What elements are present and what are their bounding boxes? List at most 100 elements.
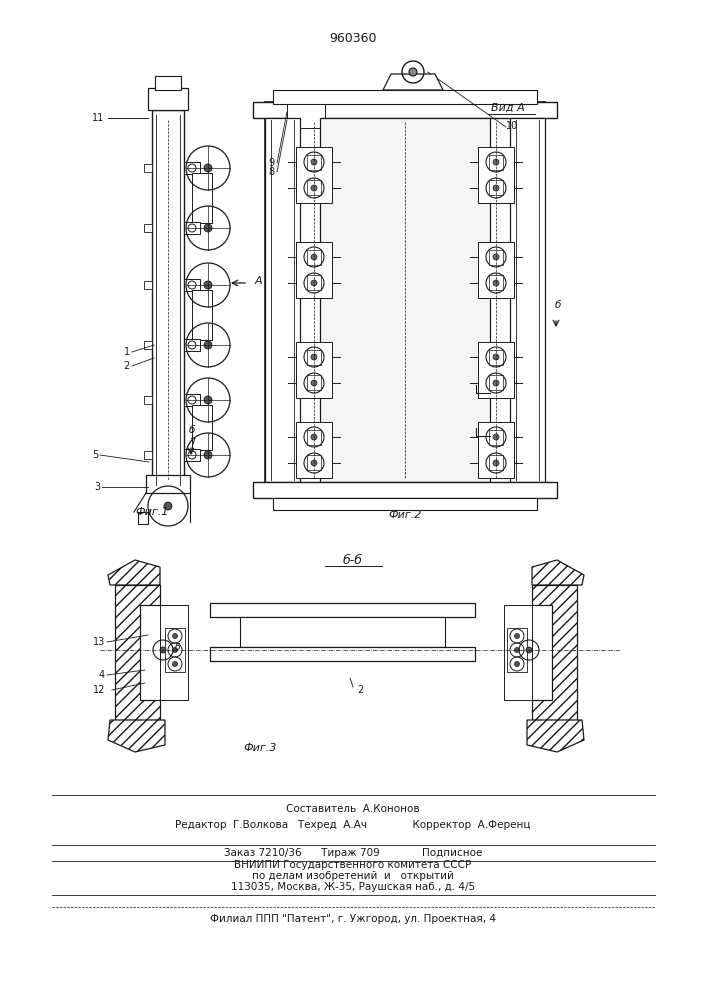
Circle shape xyxy=(493,380,499,386)
Bar xyxy=(489,180,503,195)
Circle shape xyxy=(493,280,499,286)
Bar xyxy=(265,118,300,482)
Bar xyxy=(184,279,200,291)
Text: 1: 1 xyxy=(124,347,130,357)
Circle shape xyxy=(311,460,317,466)
Bar xyxy=(489,430,503,445)
Circle shape xyxy=(311,185,317,191)
Polygon shape xyxy=(527,720,584,752)
Bar xyxy=(253,102,557,118)
Circle shape xyxy=(526,647,532,653)
Circle shape xyxy=(204,451,212,459)
Bar xyxy=(273,90,537,104)
Text: 2: 2 xyxy=(357,685,363,695)
Circle shape xyxy=(311,280,317,286)
Bar xyxy=(165,628,185,672)
Circle shape xyxy=(311,380,317,386)
Bar xyxy=(138,512,148,524)
Bar xyxy=(510,118,545,482)
Bar xyxy=(287,104,325,128)
Bar xyxy=(160,605,188,700)
Circle shape xyxy=(493,254,499,260)
Bar xyxy=(184,449,200,461)
Bar xyxy=(184,339,200,351)
Circle shape xyxy=(515,634,520,639)
Text: А: А xyxy=(255,276,262,286)
Circle shape xyxy=(204,396,212,404)
Bar xyxy=(489,275,503,290)
Bar xyxy=(144,396,152,404)
Bar xyxy=(144,341,152,349)
Polygon shape xyxy=(115,585,160,720)
Bar xyxy=(148,88,188,110)
Text: б: б xyxy=(189,425,195,435)
Text: 5: 5 xyxy=(92,450,98,460)
Text: 7: 7 xyxy=(189,438,195,448)
Bar xyxy=(265,102,545,498)
Circle shape xyxy=(409,68,417,76)
Bar xyxy=(307,275,321,290)
Circle shape xyxy=(311,354,317,360)
Bar xyxy=(273,498,537,510)
Bar xyxy=(253,482,557,498)
Text: 113035, Москва, Ж-35, Раушская наб., д. 4/5: 113035, Москва, Ж-35, Раушская наб., д. … xyxy=(231,882,475,892)
Bar xyxy=(320,118,490,482)
Bar xyxy=(507,628,527,672)
Bar xyxy=(296,147,332,203)
Bar xyxy=(307,250,321,265)
Bar xyxy=(144,281,152,289)
Circle shape xyxy=(204,164,212,172)
Bar xyxy=(478,242,514,298)
Polygon shape xyxy=(532,585,577,720)
Circle shape xyxy=(311,434,317,440)
Bar xyxy=(296,342,332,398)
Circle shape xyxy=(493,159,499,165)
Bar xyxy=(144,224,152,232)
Text: Заказ 7210/36      Тираж 709             Подписное: Заказ 7210/36 Тираж 709 Подписное xyxy=(224,848,482,858)
Circle shape xyxy=(515,662,520,666)
Circle shape xyxy=(160,647,166,653)
Bar xyxy=(192,290,212,340)
Bar xyxy=(192,173,212,223)
Text: 960360: 960360 xyxy=(329,31,377,44)
Circle shape xyxy=(173,648,177,652)
Text: 11: 11 xyxy=(92,113,104,123)
Circle shape xyxy=(204,224,212,232)
Text: Фиг.1: Фиг.1 xyxy=(135,507,169,517)
Text: б: б xyxy=(555,300,561,310)
Bar xyxy=(504,605,532,700)
Bar xyxy=(152,110,184,490)
Circle shape xyxy=(173,634,177,639)
Polygon shape xyxy=(383,74,443,90)
Text: 4: 4 xyxy=(99,670,105,680)
Bar xyxy=(210,603,475,617)
Circle shape xyxy=(204,341,212,349)
Bar xyxy=(489,375,503,390)
Bar xyxy=(144,451,152,459)
Circle shape xyxy=(204,281,212,289)
Text: 13: 13 xyxy=(93,637,105,647)
Bar xyxy=(155,76,181,90)
Text: б-б: б-б xyxy=(343,554,363,566)
Bar xyxy=(184,162,200,174)
Bar xyxy=(184,222,200,234)
Text: 3: 3 xyxy=(94,482,100,492)
Polygon shape xyxy=(108,720,165,752)
Bar xyxy=(307,375,321,390)
Text: Составитель  А.Кононов: Составитель А.Кононов xyxy=(286,804,420,814)
Circle shape xyxy=(493,354,499,360)
Text: Вид A: Вид A xyxy=(491,103,525,113)
Bar xyxy=(146,475,190,493)
Text: по делам изобретений  и   открытий: по делам изобретений и открытий xyxy=(252,871,454,881)
Bar xyxy=(192,405,212,450)
Text: 9: 9 xyxy=(269,158,275,168)
Bar xyxy=(307,155,321,170)
Bar xyxy=(144,164,152,172)
Bar xyxy=(296,242,332,298)
Bar xyxy=(307,350,321,365)
Text: б: б xyxy=(174,644,180,652)
Bar xyxy=(307,455,321,470)
Bar xyxy=(478,342,514,398)
Bar xyxy=(307,430,321,445)
Circle shape xyxy=(493,434,499,440)
